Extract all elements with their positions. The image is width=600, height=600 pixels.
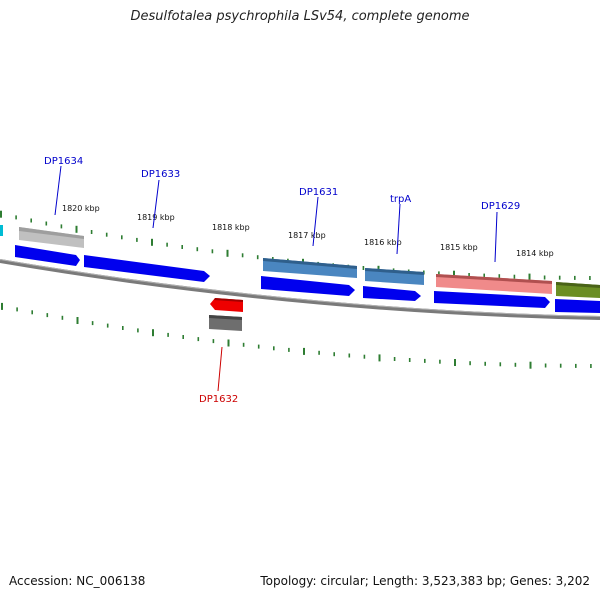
gene-block-DP1629 [436,274,552,294]
gene-block-cyan [0,225,3,236]
gene-label-DP1634: DP1634 [44,156,83,167]
cds-track-forward [15,245,600,313]
accession-text: Accession: NC_006138 [9,574,146,588]
cds-arrow [555,299,600,313]
cds-arrow [434,291,550,308]
cds-arrow [363,286,421,301]
cds-arrow-reverse [210,298,243,312]
cds-arrow [84,255,210,282]
gene-label-DP1629: DP1629 [481,201,520,212]
cds-arrow [261,276,355,296]
scale-label: 1814 kbp [516,249,554,258]
gene-label-DP1633: DP1633 [141,169,180,180]
genome-summary-text: Topology: circular; Length: 3,523,383 bp… [260,574,590,588]
scale-label: 1816 kbp [364,238,402,247]
map-title: Desulfotalea psychrophila LSv54, complet… [130,9,470,24]
gene-label-trpA: trpA [390,194,411,205]
inner-tick-ring [1,302,592,369]
genome-backbone [0,259,600,320]
gene-label-DP1631: DP1631 [299,187,338,198]
scale-label: 1818 kbp [212,223,250,232]
scale-label: 1817 kbp [288,231,326,240]
scale-label: 1819 kbp [137,213,175,222]
cds-track-reverse [209,298,243,331]
cds-arrow [15,245,80,266]
label-leaders [54,165,498,392]
scale-label: 1820 kbp [62,204,100,213]
scale-labels: 1820 kbp 1819 kbp 1818 kbp 1817 kbp 1816… [62,204,554,258]
scale-label: 1815 kbp [440,243,478,252]
gene-labels: DP1634 DP1633 DP1631 trpA DP1629 DP1632 [44,156,520,405]
gene-label-DP1632: DP1632 [199,394,238,405]
gene-track [0,225,600,298]
